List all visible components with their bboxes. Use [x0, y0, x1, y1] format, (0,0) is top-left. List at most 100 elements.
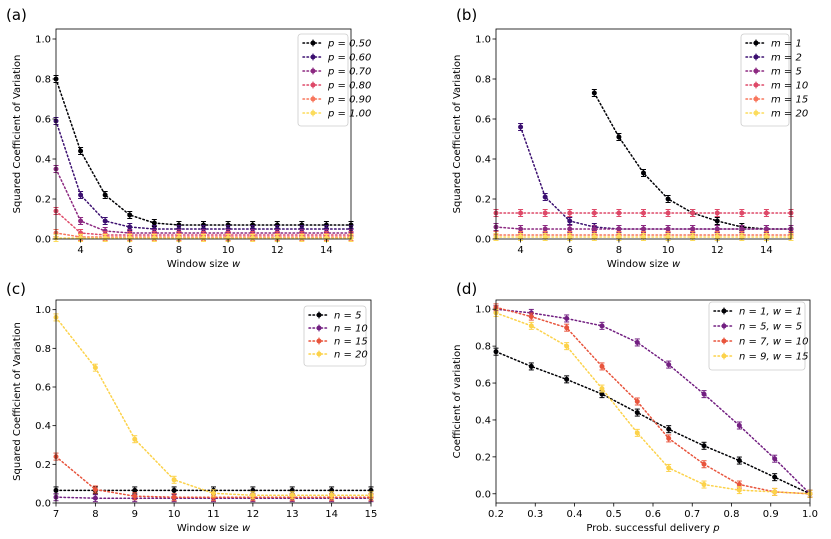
legend-marker: [310, 96, 316, 102]
data-point: [591, 234, 597, 240]
legend-label: p = 0.80: [327, 81, 371, 92]
data-point: [78, 148, 84, 154]
legend-label: m = 10: [771, 81, 808, 92]
x-tick-label: 7: [53, 509, 59, 520]
legend-label: p = 0.60: [327, 53, 371, 64]
y-tick-label: 0.0: [35, 499, 51, 510]
data-point: [772, 489, 778, 495]
x-tick-label: 14: [760, 245, 773, 256]
x-tick-label: 0.4: [567, 509, 583, 520]
y-axis-label: Coefficient of variation: [452, 345, 463, 459]
data-point: [739, 210, 745, 216]
data-point: [518, 226, 524, 232]
x-tick-label: 10: [168, 509, 181, 520]
data-point: [151, 220, 157, 226]
data-point: [567, 234, 573, 240]
data-point: [564, 325, 570, 331]
x-tick-label: 9: [132, 509, 138, 520]
data-point: [739, 226, 745, 232]
y-axis-label: Squared Coefficient of Variation: [12, 55, 23, 214]
data-point: [564, 315, 570, 321]
legend-marker: [310, 68, 316, 74]
x-tick-label: 0.5: [606, 509, 622, 520]
y-tick-label: 0.8: [475, 75, 491, 86]
x-tick-label: 13: [286, 509, 299, 520]
y-tick-label: 0.4: [475, 155, 491, 166]
data-point: [132, 493, 138, 499]
x-tick-label: 12: [247, 509, 260, 520]
series-line: [495, 306, 811, 495]
y-tick-label: 0.6: [35, 115, 51, 126]
legend: m = 1 m = 2 m = 5 m = 10 m = 15 m = 20: [740, 33, 808, 127]
data-point: [634, 430, 640, 436]
data-point: [634, 339, 640, 345]
y-tick-label: 1.0: [35, 305, 51, 316]
y-tick-label: 0.6: [475, 115, 491, 126]
data-point: [641, 226, 646, 232]
x-axis-label-var: w: [672, 259, 681, 270]
data-point: [641, 170, 646, 176]
series-2: [53, 117, 354, 233]
legend-label: p = 0.70: [327, 67, 371, 78]
y-tick-label: 0.8: [35, 344, 51, 355]
y-tick-label: 0.2: [475, 195, 491, 206]
data-point: [201, 235, 206, 241]
data-point: [665, 226, 671, 232]
legend-marker: [753, 82, 759, 88]
x-tick-label: 0.6: [645, 509, 661, 520]
data-point: [518, 124, 524, 130]
series-6: [493, 233, 794, 241]
data-point: [772, 456, 778, 462]
data-point: [102, 218, 108, 224]
y-tick-label: 0.4: [475, 415, 491, 426]
x-tick-label: 4: [77, 245, 83, 256]
data-point: [250, 235, 256, 241]
x-axis-label-var: w: [242, 523, 251, 534]
data-point: [714, 210, 720, 216]
panel-d: (d) 0.2 0.3 0.4 0.5 0.6 0.7 0.8 0.9 1.0 0.0 0.2 0.4 0…: [452, 280, 818, 534]
legend-label: n = 10: [334, 324, 368, 335]
data-point: [665, 196, 671, 202]
data-point: [701, 443, 707, 449]
legend-marker: [316, 312, 322, 318]
data-point: [591, 210, 597, 216]
y-tick-label: 0.4: [35, 155, 51, 166]
y-tick-label: 0.0: [475, 489, 491, 500]
y-tick-label: 1.0: [475, 35, 491, 46]
data-point: [299, 235, 305, 241]
y-tick-label: 0.0: [35, 235, 51, 246]
series-line: [495, 308, 811, 495]
data-point: [599, 386, 605, 392]
legend-marker: [310, 54, 316, 60]
series-line: [55, 120, 352, 230]
data-point: [591, 226, 597, 232]
data-point: [599, 323, 605, 329]
data-point: [690, 234, 696, 240]
legend-label: m = 20: [771, 109, 808, 120]
data-point: [616, 234, 622, 240]
data-point: [701, 461, 707, 467]
data-point: [542, 234, 548, 240]
data-point: [641, 234, 646, 240]
x-tick-label: 6: [127, 245, 133, 256]
data-point: [616, 226, 622, 232]
data-point: [102, 235, 108, 241]
panel-b: (b) 4 6 8 10 12 14 0.0 0.2 0.4 0.6 0.8 1.0 Window siz…: [452, 6, 808, 270]
x-axis-label-var: p: [712, 523, 719, 534]
legend-label: n = 15: [334, 337, 368, 348]
legend-label: p = 0.90: [327, 95, 371, 106]
panel-a: (a) 4 6 8 10 12 14 0.0 0.2 0.4 0.6 0.8 1.0 Window siz…: [6, 6, 371, 270]
x-tick-label: 10: [662, 245, 675, 256]
legend-label: n = 5, w = 5: [739, 322, 802, 333]
data-point: [714, 226, 720, 232]
x-axis-label: Window size w: [177, 523, 251, 534]
legend-marker: [753, 96, 759, 102]
legend-marker: [721, 353, 727, 359]
data-point: [736, 487, 742, 493]
legend-label: n = 20: [334, 350, 368, 361]
data-point: [171, 477, 177, 483]
panel-label: (a): [6, 6, 27, 24]
series-4: [53, 313, 374, 500]
x-axis-label-var: w: [232, 259, 241, 270]
data-point: [528, 314, 534, 320]
